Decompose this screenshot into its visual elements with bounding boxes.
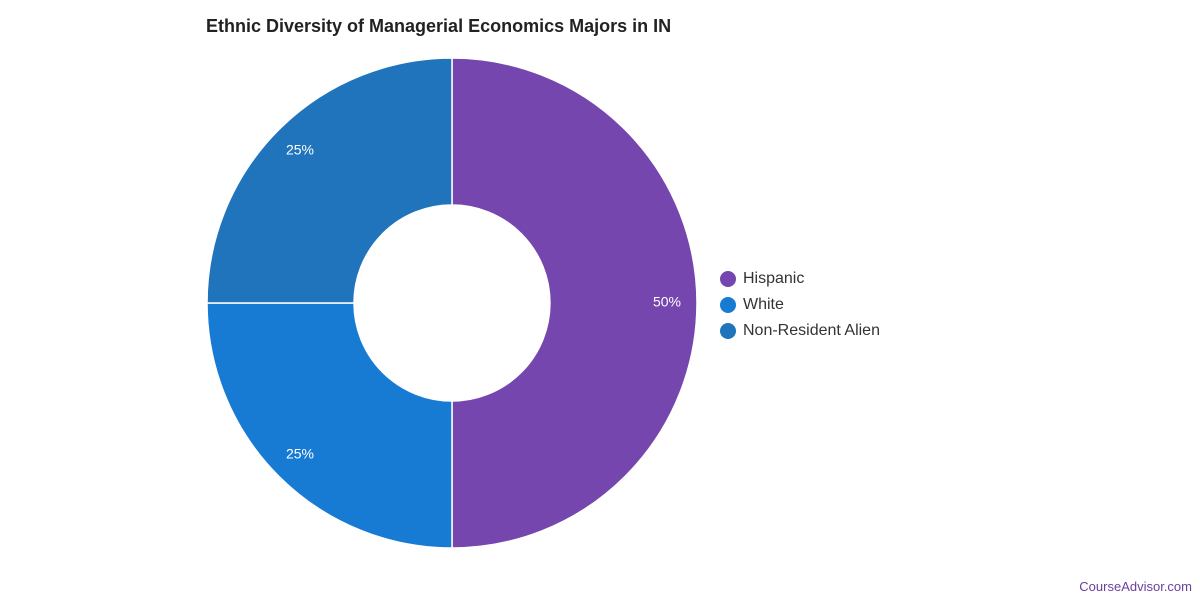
legend: Hispanic White Non-Resident Alien bbox=[720, 266, 880, 344]
legend-item-white[interactable]: White bbox=[720, 292, 880, 318]
legend-swatch bbox=[720, 323, 736, 339]
slice-hispanic[interactable] bbox=[451, 57, 698, 549]
legend-label: White bbox=[743, 296, 784, 313]
legend-swatch bbox=[720, 297, 736, 313]
legend-item-non-resident-alien[interactable]: Non-Resident Alien bbox=[720, 318, 880, 344]
legend-label: Non-Resident Alien bbox=[743, 322, 880, 339]
slice-label-non-resident-alien: 25% bbox=[286, 142, 314, 158]
slice-label-white: 25% bbox=[286, 446, 314, 462]
chart-title: Ethnic Diversity of Managerial Economics… bbox=[206, 16, 672, 36]
source-watermark[interactable]: CourseAdvisor.com bbox=[1079, 579, 1192, 594]
legend-label: Hispanic bbox=[743, 270, 805, 287]
slice-white[interactable] bbox=[206, 302, 453, 549]
slice-non-resident-alien[interactable] bbox=[206, 57, 453, 304]
legend-swatch bbox=[720, 271, 736, 287]
slice-label-hispanic: 50% bbox=[653, 294, 681, 310]
legend-item-hispanic[interactable]: Hispanic bbox=[720, 266, 880, 292]
